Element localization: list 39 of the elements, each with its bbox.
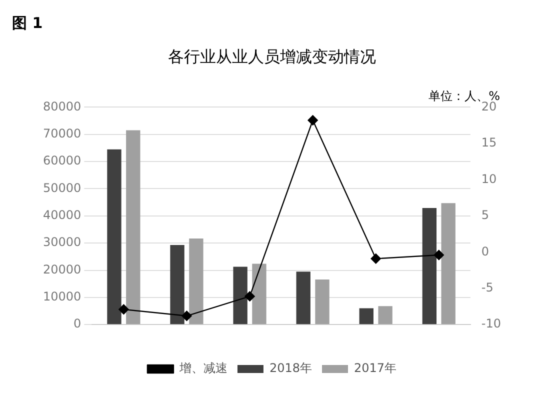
bar: [359, 308, 374, 324]
y2-tick-label: 10: [481, 172, 497, 186]
point: [244, 291, 255, 302]
y2-tick-label: 5: [481, 208, 490, 222]
y-tick-label: 20000: [42, 262, 82, 276]
legend-label: 2018年: [269, 361, 312, 376]
bar: [378, 306, 392, 324]
y2-tick-label: 15: [481, 136, 497, 150]
bar: [252, 264, 266, 324]
point: [118, 304, 129, 314]
bar: [296, 272, 310, 324]
y2-tick-label: 0: [481, 244, 490, 258]
y-tick-label: 50000: [42, 180, 82, 195]
y-tick-label: 40000: [42, 208, 82, 222]
y-tick-label: 10000: [42, 290, 82, 304]
y-tick-label: 70000: [42, 126, 82, 140]
point: [182, 310, 192, 322]
bar: [441, 203, 456, 324]
y2-tick-label: -10: [481, 316, 502, 331]
bar: [126, 130, 140, 324]
point: [370, 254, 381, 264]
y-tick-label: 30000: [42, 235, 82, 250]
bar: [107, 149, 122, 324]
chart-title: 各行业从业人员增减变动情况: [168, 46, 376, 66]
bar: [189, 238, 204, 324]
caption: 图 1: [12, 14, 43, 32]
y-tick-label: 0: [74, 316, 82, 331]
bar: [422, 208, 437, 324]
bar: [170, 244, 184, 324]
y2-tick-label: 20: [481, 99, 497, 114]
bar: [315, 279, 330, 324]
y-tick-label: 60000: [42, 154, 82, 168]
y2-tick-label: -5: [481, 280, 494, 294]
bar: [233, 266, 248, 324]
point: [308, 115, 318, 126]
point: [434, 250, 444, 260]
legend-label: 增、减速: [178, 361, 228, 376]
y-tick-label: 80000: [42, 99, 82, 114]
legend-label: 2017年: [354, 361, 397, 376]
